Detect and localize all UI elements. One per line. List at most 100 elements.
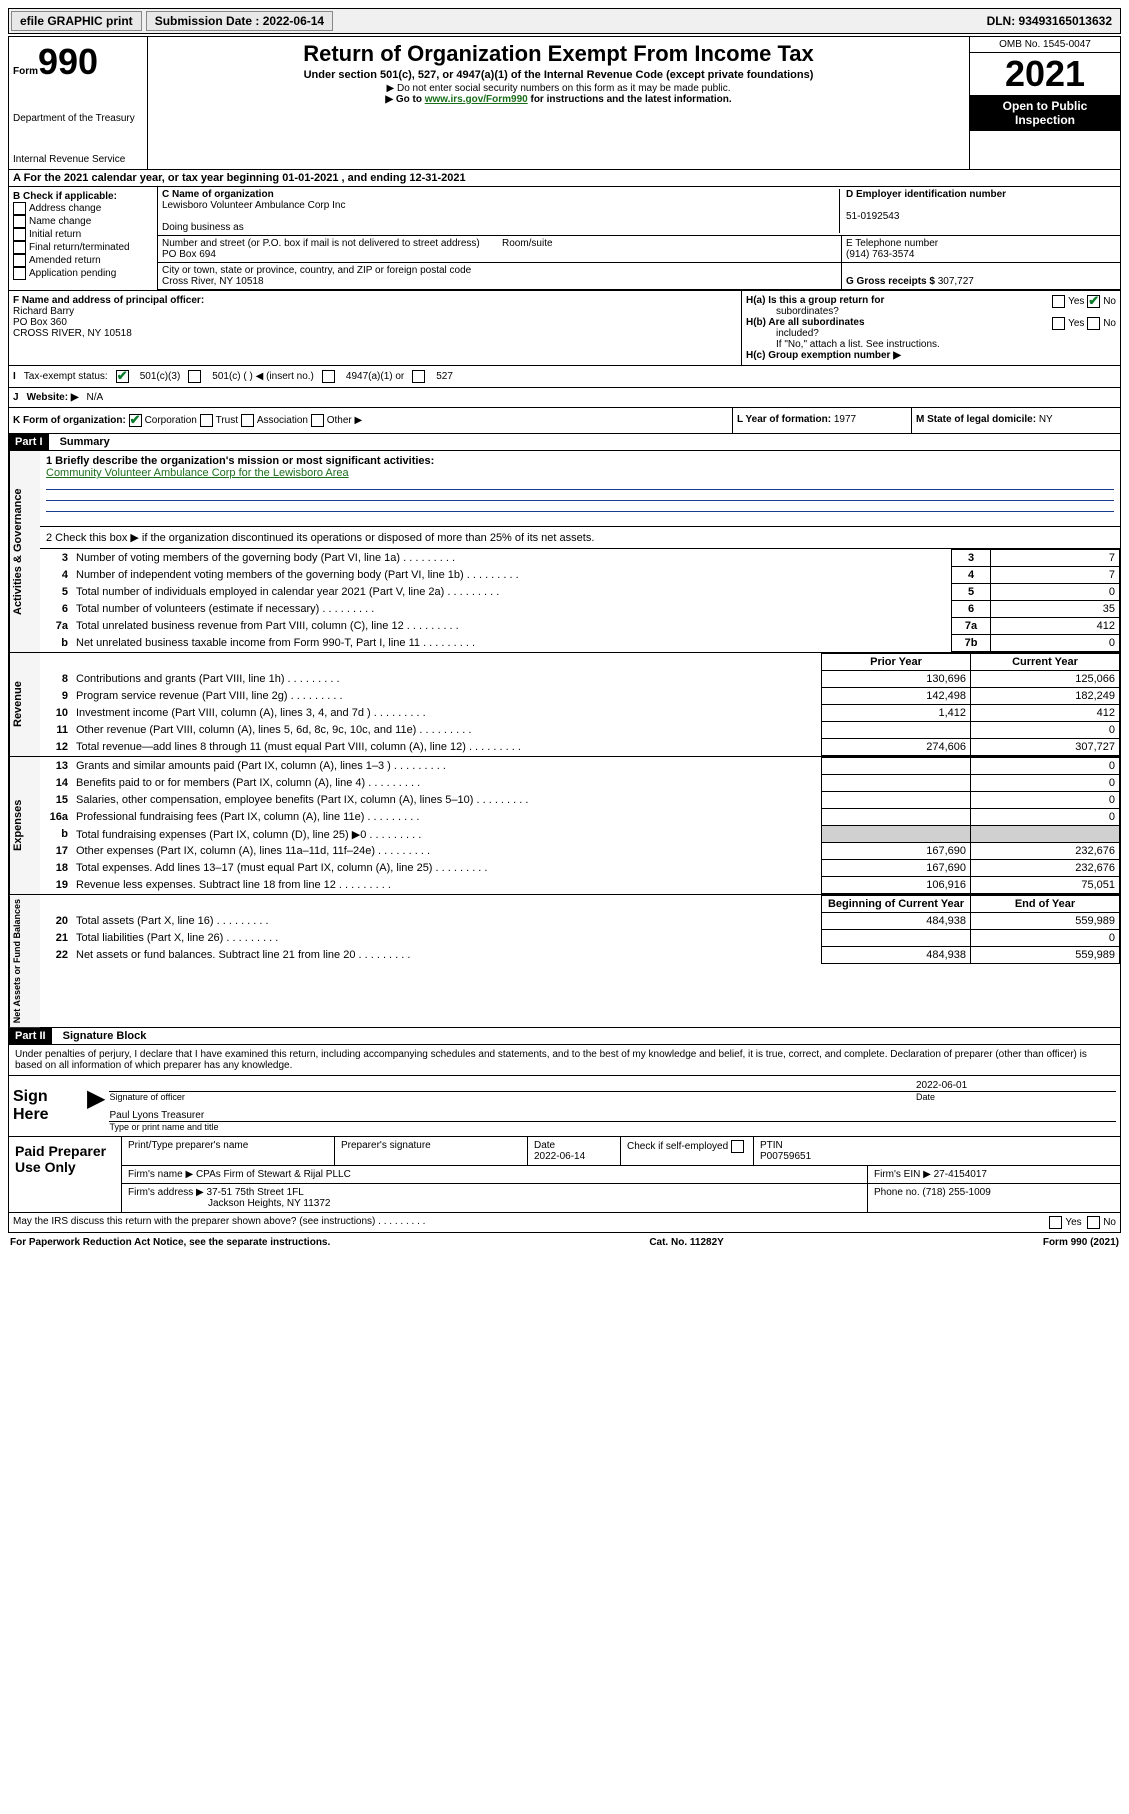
pra-notice: For Paperwork Reduction Act Notice, see … — [10, 1237, 330, 1248]
note-goto-post: for instructions and the latest informat… — [528, 94, 732, 105]
vtab-netassets: Net Assets or Fund Balances — [9, 895, 40, 1027]
form-org-row: K Form of organization: Corporation Trus… — [8, 408, 1121, 434]
footer: For Paperwork Reduction Act Notice, see … — [8, 1235, 1121, 1250]
checkbox-501c3[interactable] — [116, 370, 129, 383]
table-row: 17 Other expenses (Part IX, column (A), … — [40, 843, 1120, 860]
expenses-table: 13 Grants and similar amounts paid (Part… — [40, 757, 1120, 894]
irs-label: Internal Revenue Service — [13, 154, 143, 165]
part1-title: Summary — [52, 436, 110, 448]
table-row: 10 Investment income (Part VIII, column … — [40, 705, 1120, 722]
org-info-block: B Check if applicable: Address change Na… — [8, 187, 1121, 291]
ptin-label: PTIN — [760, 1140, 1114, 1151]
hb-yes: Yes — [1068, 318, 1084, 329]
prior-val — [822, 930, 971, 947]
mission-text[interactable]: Community Volunteer Ambulance Corp for t… — [46, 467, 349, 479]
current-val: 0 — [971, 775, 1120, 792]
discuss-yes: Yes — [1065, 1217, 1081, 1228]
checkbox-self-employed[interactable] — [731, 1140, 744, 1153]
line-val: 7 — [991, 567, 1120, 584]
current-val: 125,066 — [971, 671, 1120, 688]
current-val: 307,727 — [971, 739, 1120, 756]
current-val: 232,676 — [971, 843, 1120, 860]
section-b-label: B Check if applicable: — [13, 191, 153, 202]
checkbox-ha-yes[interactable] — [1052, 295, 1065, 308]
hb-no: No — [1103, 318, 1116, 329]
line-box: 7a — [952, 618, 991, 635]
line-num: 15 — [40, 792, 72, 809]
line-num: 14 — [40, 775, 72, 792]
summary-netassets: Net Assets or Fund Balances Beginning of… — [8, 895, 1121, 1028]
checkbox-app-pending[interactable] — [13, 267, 26, 280]
line-num: 13 — [40, 758, 72, 775]
dba-label: Doing business as — [162, 222, 839, 233]
principal-officer: F Name and address of principal officer:… — [9, 291, 741, 365]
discuss-no: No — [1103, 1217, 1116, 1228]
table-row: 21 Total liabilities (Part X, line 26) 0 — [40, 930, 1120, 947]
line-desc: Investment income (Part VIII, column (A)… — [72, 705, 822, 722]
officer-label: F Name and address of principal officer: — [13, 295, 204, 306]
cb-label-final: Final return/terminated — [29, 242, 130, 253]
website-value: N/A — [87, 392, 104, 403]
submission-date-value: 2022-06-14 — [263, 14, 324, 28]
checkbox-name-change[interactable] — [13, 215, 26, 228]
checkbox-other[interactable] — [311, 414, 324, 427]
checkbox-501c-other[interactable] — [188, 370, 201, 383]
sign-here-label: Sign Here — [9, 1076, 87, 1136]
line-num: 16a — [40, 809, 72, 826]
checkbox-hb-yes[interactable] — [1052, 317, 1065, 330]
line-num: 11 — [40, 722, 72, 739]
firm-addr2: Jackson Heights, NY 11372 — [128, 1198, 330, 1209]
efile-print-button[interactable]: efile GRAPHIC print — [11, 11, 142, 31]
prep-check-label: Check if self-employed — [627, 1141, 728, 1152]
checkbox-initial-return[interactable] — [13, 228, 26, 241]
checkbox-assoc[interactable] — [241, 414, 254, 427]
line-num: 10 — [40, 705, 72, 722]
checkbox-ha-no[interactable] — [1087, 295, 1100, 308]
form-ref: Form 990 (2021) — [1043, 1237, 1119, 1248]
line-num: b — [40, 826, 72, 843]
current-val: 75,051 — [971, 877, 1120, 894]
checkbox-final-return[interactable] — [13, 241, 26, 254]
declaration-text: Under penalties of perjury, I declare th… — [9, 1045, 1120, 1075]
irs-link[interactable]: www.irs.gov/Form990 — [425, 94, 528, 105]
table-row: 4 Number of independent voting members o… — [40, 567, 1120, 584]
checkbox-address-change[interactable] — [13, 202, 26, 215]
hc-label: H(c) Group exemption number ▶ — [746, 350, 1116, 361]
hb-note: If "No," attach a list. See instructions… — [746, 339, 1116, 350]
prior-val: 167,690 — [822, 843, 971, 860]
vtab-governance: Activities & Governance — [9, 451, 40, 652]
checkbox-527[interactable] — [412, 370, 425, 383]
line-val: 412 — [991, 618, 1120, 635]
checkbox-corp[interactable] — [129, 414, 142, 427]
form-title: Return of Organization Exempt From Incom… — [154, 41, 963, 67]
opt-4947: 4947(a)(1) or — [346, 371, 404, 382]
checkbox-amended[interactable] — [13, 254, 26, 267]
line-box: 4 — [952, 567, 991, 584]
gross-label: G Gross receipts $ — [846, 276, 935, 287]
checkbox-discuss-yes[interactable] — [1049, 1216, 1062, 1229]
ha-no: No — [1103, 296, 1116, 307]
dln-value: DLN: 93493165013632 — [987, 14, 1118, 28]
open-to-public: Open to Public Inspection — [970, 95, 1120, 131]
table-row: b Total fundraising expenses (Part IX, c… — [40, 826, 1120, 843]
line-num: 20 — [40, 913, 72, 930]
note-goto-pre: ▶ Go to — [385, 94, 424, 105]
note-website: ▶ Go to www.irs.gov/Form990 for instruct… — [154, 94, 963, 105]
firm-name-label: Firm's name ▶ — [128, 1169, 193, 1180]
current-val: 0 — [971, 792, 1120, 809]
checkbox-trust[interactable] — [200, 414, 213, 427]
line-box: 6 — [952, 601, 991, 618]
checkbox-hb-no[interactable] — [1087, 317, 1100, 330]
governance-table: 3 Number of voting members of the govern… — [40, 549, 1120, 652]
checkbox-discuss-no[interactable] — [1087, 1216, 1100, 1229]
cb-label-initial: Initial return — [29, 229, 81, 240]
checkbox-4947[interactable] — [322, 370, 335, 383]
table-row: 14 Benefits paid to or for members (Part… — [40, 775, 1120, 792]
line-val: 0 — [991, 584, 1120, 601]
header-beginning: Beginning of Current Year — [822, 896, 971, 913]
ptin-value: P00759651 — [760, 1151, 1114, 1162]
year-formation-label: L Year of formation: — [737, 414, 831, 425]
table-row: b Net unrelated business taxable income … — [40, 635, 1120, 652]
table-row: 5 Total number of individuals employed i… — [40, 584, 1120, 601]
table-row: 6 Total number of volunteers (estimate i… — [40, 601, 1120, 618]
